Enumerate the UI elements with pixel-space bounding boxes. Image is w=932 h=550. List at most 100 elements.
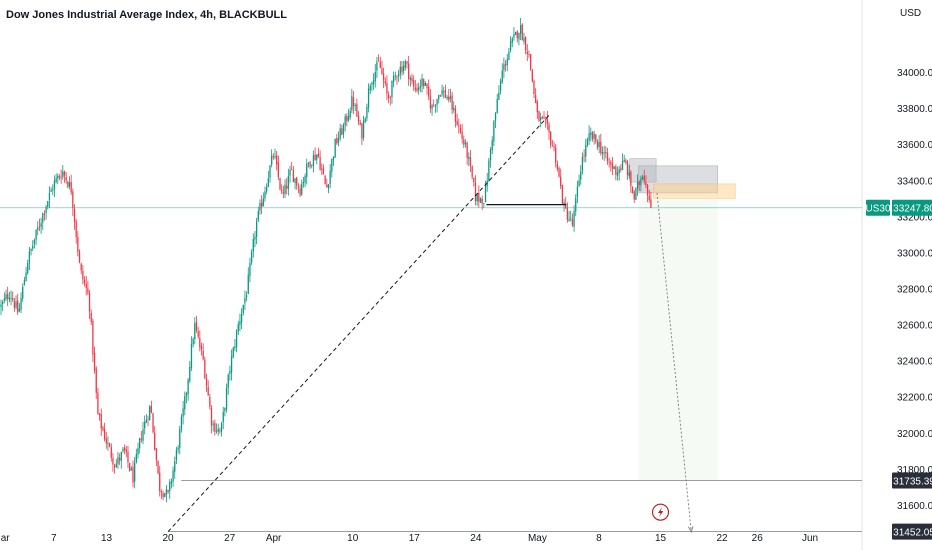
candle-body	[397, 73, 400, 77]
candle	[3, 292, 5, 304]
candle-body	[630, 171, 632, 187]
candle	[533, 79, 535, 98]
candle	[357, 111, 360, 126]
candle-body	[150, 406, 153, 413]
candle-body	[367, 88, 370, 108]
candle	[147, 415, 149, 427]
candle-body	[164, 493, 166, 498]
candle-body	[127, 451, 129, 463]
price-tick-label: 32600.00	[897, 321, 932, 332]
candle	[177, 445, 179, 454]
candle-body	[32, 245, 34, 249]
price-tag-label: 33247.80	[893, 204, 932, 215]
candle	[239, 313, 241, 331]
candle	[120, 451, 122, 469]
candle-body	[362, 120, 365, 138]
time-tick-label: 13	[101, 533, 113, 544]
projection-arrow-line	[656, 192, 692, 533]
candle	[565, 196, 567, 209]
candle	[491, 136, 493, 154]
candle	[466, 141, 468, 165]
candle	[531, 68, 533, 83]
candle-body	[506, 59, 508, 66]
candle	[524, 36, 527, 55]
candle	[67, 180, 69, 189]
candle-body	[271, 155, 273, 165]
candle	[397, 69, 400, 82]
candle	[528, 50, 530, 58]
candle-body	[526, 51, 528, 54]
candle	[322, 164, 325, 175]
candle-body	[98, 413, 101, 416]
candle-body	[287, 176, 290, 189]
candle-body	[611, 163, 614, 169]
candle-body	[471, 166, 473, 178]
candle-body	[37, 227, 39, 230]
candle	[95, 366, 97, 400]
candle-body	[406, 61, 408, 64]
candle	[140, 430, 142, 443]
candle-body	[105, 438, 107, 444]
candle-body	[25, 272, 27, 282]
symbol-tag-label: US30	[865, 204, 890, 215]
candle	[334, 138, 336, 158]
candle-body	[214, 423, 216, 433]
candle-body	[190, 344, 193, 368]
candle-body	[531, 69, 533, 81]
candle-body	[88, 293, 91, 312]
candle-body	[230, 356, 233, 373]
candle-body	[610, 162, 612, 165]
candle	[444, 84, 447, 99]
candle-body	[394, 75, 396, 77]
candle-body	[436, 98, 438, 105]
candle-body	[431, 105, 433, 109]
candle-body	[608, 161, 610, 163]
candle-body	[312, 155, 315, 167]
candle-body	[399, 66, 401, 75]
candle	[509, 36, 512, 53]
candle-body	[199, 338, 201, 348]
candle-body	[643, 175, 645, 182]
candle-body	[95, 368, 97, 393]
candle	[152, 412, 154, 434]
candle	[489, 147, 492, 168]
candle-body	[585, 145, 587, 157]
candle	[267, 171, 269, 188]
drawings-layer	[0, 113, 862, 534]
candle	[37, 221, 39, 236]
candle	[553, 141, 555, 152]
candle	[250, 249, 253, 266]
candle	[12, 291, 14, 302]
candle	[77, 231, 79, 257]
candle-body	[237, 324, 239, 332]
candle	[17, 293, 19, 315]
candle	[229, 365, 231, 381]
candle	[145, 414, 148, 424]
level-tag-bg	[892, 472, 932, 489]
price-tick-label: 33000.00	[897, 248, 932, 259]
candle-body	[68, 182, 71, 187]
time-tick-label: Mar	[0, 533, 10, 544]
candle	[27, 259, 29, 275]
candle	[416, 83, 418, 93]
candle-body	[498, 92, 500, 100]
candle-body	[501, 70, 503, 82]
candle	[7, 286, 9, 307]
candle-body	[45, 206, 47, 214]
candle	[205, 373, 208, 393]
candle	[411, 73, 413, 85]
candle	[60, 169, 62, 184]
candle	[125, 445, 127, 458]
candle-body	[638, 181, 640, 185]
candle-body	[377, 60, 380, 62]
candle-body	[439, 95, 442, 97]
candle-body	[369, 85, 371, 90]
candle	[282, 185, 285, 199]
candle-body	[301, 183, 303, 195]
candle-body	[419, 86, 422, 88]
candle	[576, 180, 579, 204]
candle	[426, 83, 428, 95]
candle-body	[160, 491, 163, 493]
candle	[266, 183, 268, 195]
